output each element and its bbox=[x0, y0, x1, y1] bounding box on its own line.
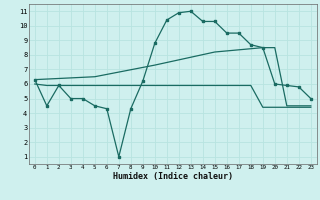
X-axis label: Humidex (Indice chaleur): Humidex (Indice chaleur) bbox=[113, 172, 233, 181]
